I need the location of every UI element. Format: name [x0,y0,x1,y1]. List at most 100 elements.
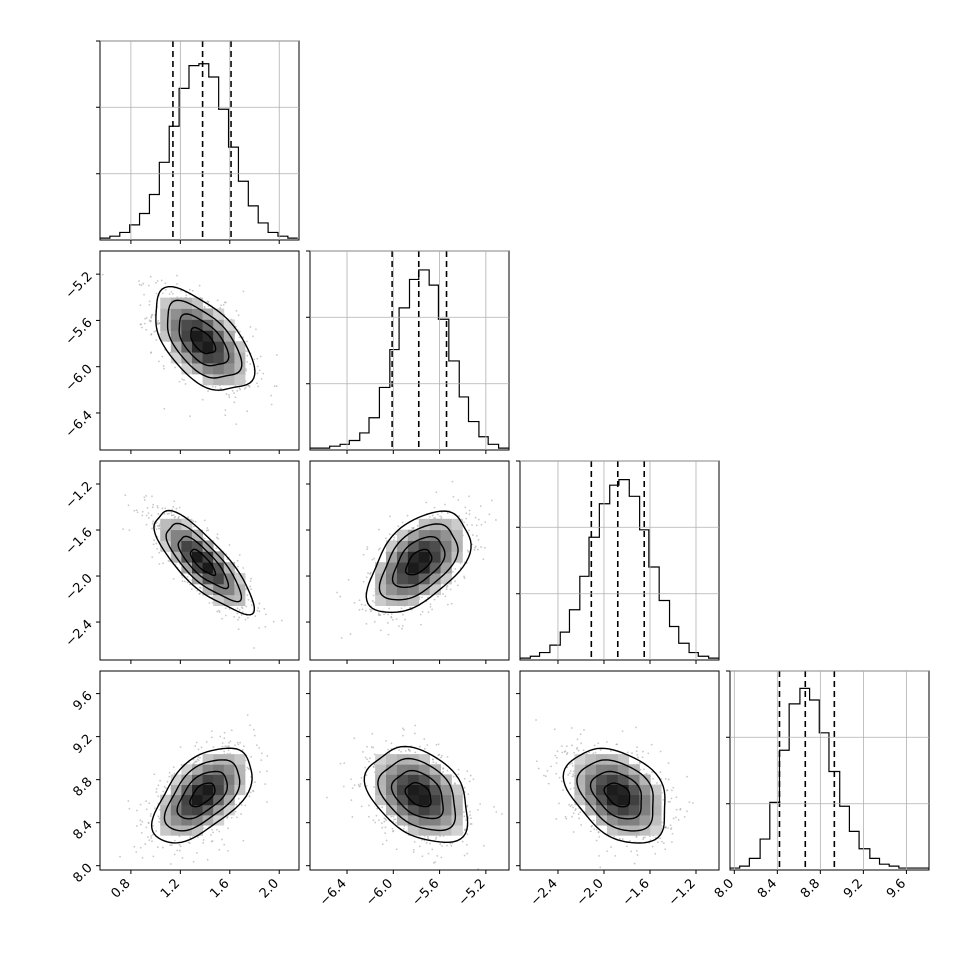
density-cell [202,774,214,785]
scatter-point [440,754,443,757]
scatter-point [245,605,248,608]
density-cell [606,764,619,775]
scatter-point [490,499,493,502]
scatter-point [440,856,443,859]
scatter-point [155,339,158,342]
scatter-point [360,805,363,808]
scatter-point [468,495,471,498]
scatter-point [577,813,580,816]
x-tick-label: −5.2 [456,876,489,909]
density-cell [160,794,172,806]
scatter-point [139,819,142,822]
density-cell [223,784,235,796]
scatter-point [414,724,417,727]
scatter-point [183,379,185,381]
panel-content [535,719,694,869]
scatter-point [212,831,214,834]
scatter-point [565,745,568,748]
density-cell [202,341,214,353]
density-cell [213,573,225,585]
scatter-point [593,828,596,831]
scatter-point [273,385,276,387]
scatter-point [246,410,249,413]
density-cell [407,540,420,552]
scatter-point [377,548,380,551]
scatter-point [427,611,430,614]
scatter-point [138,280,140,282]
scatter-point [246,714,249,716]
scatter-point [193,525,195,528]
scatter-point [158,817,161,820]
scatter-point [144,317,146,320]
scatter-point [253,358,256,361]
scatter-point [362,580,365,583]
scatter-point [555,772,558,775]
scatter-point [197,748,200,751]
scatter-point [444,503,446,506]
scatter-point [236,389,239,392]
scatter-point [256,372,259,375]
scatter-point [264,626,267,628]
density-cell [396,594,409,607]
scatter-point [667,762,670,764]
density-cell [213,330,225,342]
scatter-point [141,326,143,329]
scatter-point [465,844,468,846]
scatter-point [185,294,188,297]
scatter-point [151,556,154,559]
density-cell [375,594,387,607]
scatter-point [691,802,694,804]
x-tick-label: −2.4 [528,876,561,909]
scatter-point [181,576,184,579]
x-tick-label: −1.6 [620,876,653,909]
scatter-point [168,512,170,515]
scatter-point [439,843,442,845]
scatter-point [381,826,384,829]
density-cell [418,804,431,816]
scatter-point [227,749,230,752]
scatter-point [562,789,564,791]
scatter-point [221,838,223,841]
density-cell [396,562,409,574]
density-cell [429,540,441,552]
density-cell [181,363,193,375]
contour-line [190,326,217,355]
scatter-point [227,827,230,830]
density-cell [213,373,225,386]
scatter-point [205,529,208,532]
scatter-point [537,767,540,770]
scatter-point [659,771,662,774]
y-tick-label: −1.6 [63,525,96,558]
scatter-point [437,754,440,756]
scatter-point [359,783,362,785]
scatter-point [368,804,370,807]
scatter-point [139,803,142,806]
scatter-point [238,553,241,556]
scatter-point [194,760,197,763]
density-cell [574,764,586,775]
density-cell [429,573,441,585]
scatter-point [371,732,374,735]
scatter-point [579,733,582,736]
scatter-point [350,799,353,802]
scatter-point [595,839,598,842]
scatter-point [390,742,393,745]
density-cell [451,825,463,836]
scatter-point [402,734,404,737]
scatter-point [439,515,442,518]
density-cell [191,774,203,785]
scatter-point [246,354,249,357]
scatter-point [249,724,251,727]
density-cell [223,594,235,607]
contour-line [404,548,433,576]
scatter-point [150,352,152,354]
density-cell [160,540,172,552]
scatter-point [238,387,241,390]
density-cell [639,804,651,816]
scatter-point [449,588,452,591]
scatter-point [621,730,624,733]
scatter-point [243,745,245,748]
scatter-point [398,749,400,751]
scatter-point [192,758,195,761]
scatter-point [441,845,443,847]
